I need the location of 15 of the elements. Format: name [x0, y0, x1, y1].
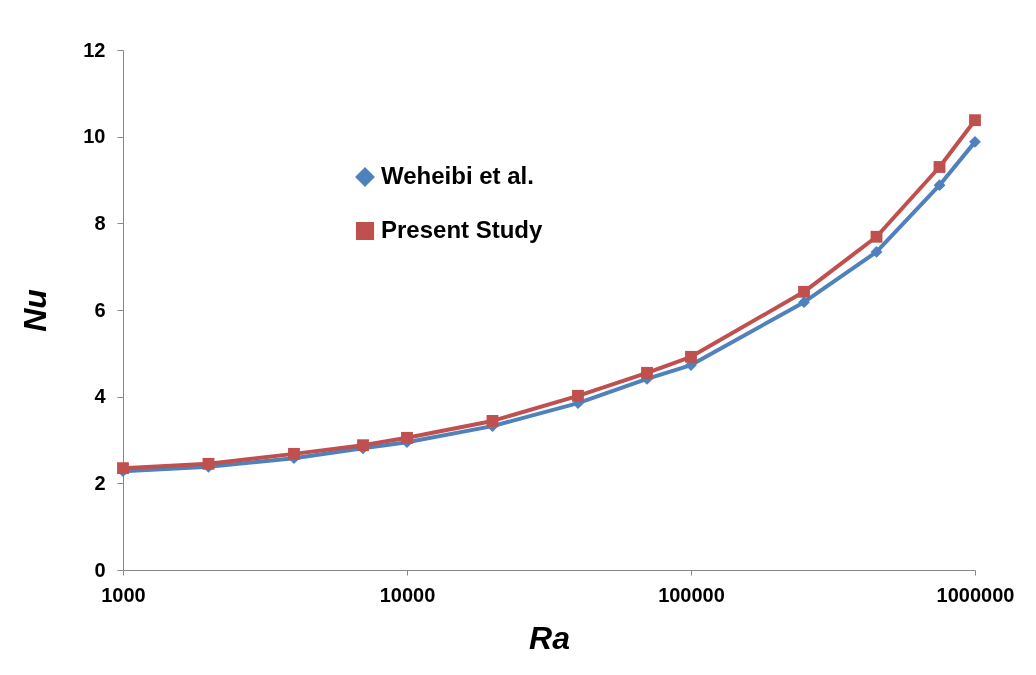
y-tick-label: 6 [94, 298, 106, 321]
x-tick-label: 1000000 [936, 583, 1015, 606]
x-axis-title: Ra [529, 619, 570, 656]
x-tick-label: 1000 [101, 583, 146, 606]
y-tick-label: 4 [94, 385, 107, 408]
y-tick-label: 2 [94, 471, 106, 494]
x-tick-label: 10000 [379, 583, 436, 606]
y-tick-label: 10 [83, 125, 106, 148]
legend-label: Weheibi et al. [381, 162, 534, 189]
y-tick-label: 0 [94, 558, 106, 581]
x-tick-label: 100000 [658, 583, 725, 606]
y-axis-title: Nu [17, 289, 54, 332]
legend-label: Present Study [381, 216, 544, 243]
y-tick-label: 8 [94, 211, 106, 234]
y-tick-label: 12 [83, 38, 106, 61]
